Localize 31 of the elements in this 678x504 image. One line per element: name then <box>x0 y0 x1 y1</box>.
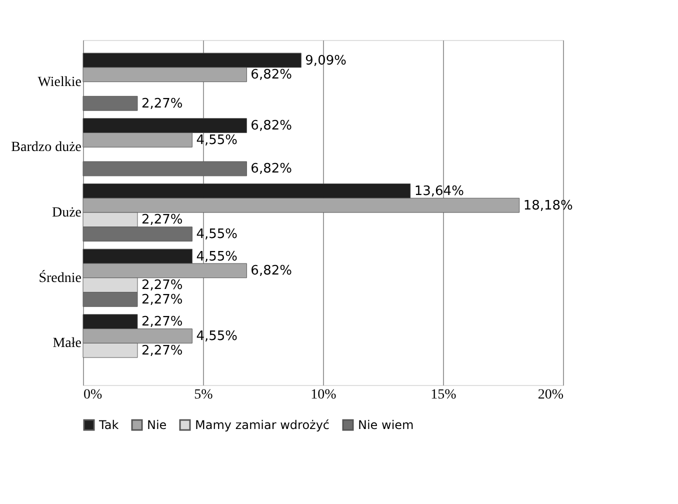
x-tick-label: 5% <box>194 388 214 402</box>
data-label: 2,27% <box>141 212 183 228</box>
data-label: 2,27% <box>141 343 183 358</box>
data-label: 2,27% <box>141 278 183 294</box>
data-label: 2,27% <box>141 314 183 330</box>
data-label: 4,55% <box>196 227 238 242</box>
x-tick-label: 15% <box>430 388 457 402</box>
data-label: 6,82% <box>250 118 292 134</box>
legend-label: Tak <box>98 418 119 432</box>
x-tick-label: 0% <box>84 388 102 402</box>
data-label: 6,82% <box>250 162 292 177</box>
x-tick-label: 10% <box>310 388 337 402</box>
y-tick-label: Małe <box>52 336 82 352</box>
legend-label: Mamy zamiar wdrożyć <box>195 418 330 432</box>
x-tick-label: 20% <box>538 388 564 402</box>
data-label: 18,18% <box>523 198 573 214</box>
data-label: 9,09% <box>305 53 346 68</box>
data-label: 6,82% <box>250 264 292 279</box>
legend-label: Nie <box>147 418 167 432</box>
data-label: 4,55% <box>196 328 238 344</box>
data-label: 13,64% <box>414 184 464 199</box>
data-label: 4,55% <box>196 132 238 148</box>
data-label: 2,27% <box>141 96 183 112</box>
data-label: 6,82% <box>250 68 292 83</box>
legend-label: Nie wiem <box>358 418 414 432</box>
y-tick-label: Duże <box>52 206 82 220</box>
y-tick-label: Średnie <box>38 268 82 286</box>
data-label: 2,27% <box>141 292 183 308</box>
y-tick-label: Wielkie <box>38 74 82 90</box>
y-tick-label: Bardzo duże <box>11 140 82 156</box>
data-label: 4,55% <box>196 249 238 264</box>
